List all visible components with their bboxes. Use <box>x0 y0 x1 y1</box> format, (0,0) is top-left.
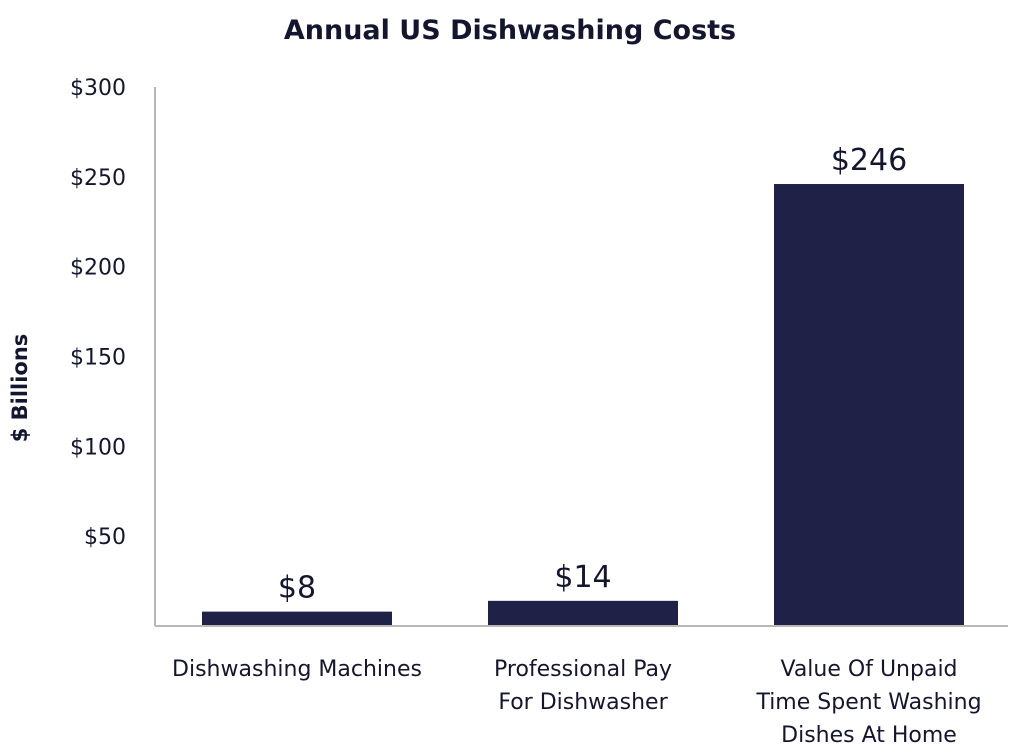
x-category-label: Value Of Unpaid Time Spent Washing Dishes … <box>755 657 981 748</box>
bar-value-label: $246 <box>831 143 907 178</box>
bars-group <box>202 184 964 626</box>
y-axis-ticks: $50 $100 $150 $200 $250 $300 <box>70 76 126 550</box>
bar <box>774 184 964 626</box>
y-tick-label: $200 <box>70 256 126 281</box>
y-tick-label: $50 <box>84 525 126 550</box>
bar-value-label: $14 <box>554 560 611 595</box>
y-tick-label: $300 <box>70 76 126 101</box>
y-tick-label: $250 <box>70 166 126 191</box>
y-tick-label: $150 <box>70 346 126 371</box>
data-labels-group: $8 $14 $246 <box>278 143 907 606</box>
chart-title: Annual US Dishwashing Costs <box>284 15 736 46</box>
y-axis-label: $ Billions <box>8 334 32 443</box>
bar-value-label: $8 <box>278 571 316 606</box>
bar <box>202 611 392 626</box>
category-labels-group: Dishwashing Machines Professional Pay For … <box>172 657 982 748</box>
x-category-label: Dishwashing Machines <box>172 657 422 682</box>
y-tick-label: $100 <box>70 435 126 460</box>
bar <box>488 600 678 626</box>
x-category-label: Professional Pay For Dishwasher <box>494 657 672 715</box>
